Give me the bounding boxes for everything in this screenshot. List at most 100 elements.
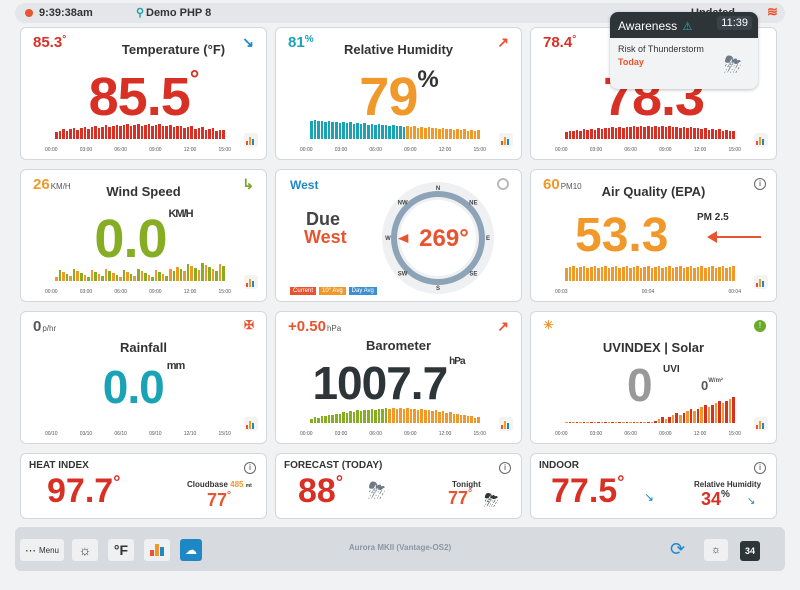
grid-icon: ⋯ — [24, 544, 36, 557]
humidity-title: Relative Humidity — [343, 42, 454, 57]
trend-up-icon: ↗ — [497, 34, 509, 50]
info-icon[interactable]: i — [754, 178, 766, 190]
chart-icon[interactable] — [244, 417, 258, 431]
alert-icon[interactable]: ! — [754, 320, 766, 332]
history-bar — [104, 269, 108, 281]
history-bar — [197, 128, 201, 139]
chart-icon[interactable] — [244, 133, 258, 147]
history-bar — [112, 125, 115, 139]
history-bar — [208, 267, 211, 281]
chart-icon[interactable] — [754, 133, 768, 147]
history-bar — [629, 268, 632, 281]
heat-index-card[interactable]: HEAT INDEX i 97.7° Cloudbase 485 mt 77° — [20, 453, 267, 519]
chart-tick-label: 00:00 — [45, 147, 58, 153]
history-bar — [696, 127, 700, 139]
history-bar — [349, 122, 352, 139]
awareness-popup[interactable]: Awareness ⚠ 11:39 Risk of Thunderstorm T… — [610, 12, 758, 89]
chart-icon[interactable] — [754, 275, 768, 289]
chart-icon[interactable] — [499, 417, 513, 431]
history-bar — [693, 128, 696, 139]
history-bar — [211, 269, 215, 281]
trend-down-icon: ↘ — [644, 490, 655, 504]
wifi-icon[interactable]: ≋ — [767, 4, 778, 19]
history-bar — [639, 268, 643, 281]
history-bar — [459, 130, 463, 139]
light-button[interactable]: ☼ — [704, 539, 728, 561]
info-icon[interactable]: i — [244, 462, 256, 474]
cloud-button[interactable]: ☁ — [180, 539, 202, 561]
history-bar — [374, 124, 377, 139]
wind-direction-card[interactable]: West Due West N NE E SE S SW W NW 269° Current … — [275, 169, 522, 302]
arrow-left-icon — [711, 236, 761, 238]
chart-icon[interactable] — [499, 133, 513, 147]
history-bar — [565, 422, 568, 423]
history-bar — [129, 126, 133, 139]
history-bar — [363, 123, 366, 139]
theme-toggle-button[interactable]: ☼ — [72, 539, 98, 561]
history-bar — [700, 128, 703, 139]
history-bar — [725, 268, 728, 281]
history-bar — [646, 126, 650, 139]
info-icon[interactable]: i — [499, 462, 511, 474]
chart-icon[interactable] — [754, 417, 768, 431]
chart-tick-label: 06:00 — [114, 289, 127, 295]
units-button[interactable]: °F — [108, 539, 134, 561]
info-icon[interactable]: i — [754, 462, 766, 474]
history-bar — [657, 266, 661, 281]
history-bar — [721, 266, 725, 281]
history-bar — [427, 409, 431, 423]
forecast-card[interactable]: FORECAST (TODAY) i 88° ⛈ Tonight 77° ⛈ — [275, 453, 522, 519]
history-bar — [431, 128, 434, 139]
indoor-card[interactable]: INDOOR i 77.5° ↘ Relative Humidity 34% ↘ — [530, 453, 777, 519]
refresh-icon[interactable]: ⟳ — [670, 539, 686, 559]
history-bar — [682, 413, 686, 423]
chart-icon[interactable] — [244, 275, 258, 289]
history-bar — [725, 130, 728, 139]
wind-direction-text: Due West — [304, 209, 347, 247]
history-bar — [69, 276, 72, 281]
history-bar — [650, 268, 654, 281]
history-bar — [101, 276, 104, 281]
history-bar — [589, 422, 593, 423]
chart-tick-label: 00:00 — [300, 147, 313, 153]
history-bar — [614, 266, 618, 281]
settings-icon[interactable] — [497, 178, 509, 190]
station-name: Demo PHP 8 — [146, 7, 212, 19]
rainfall-value: 0.0 mm — [102, 360, 185, 413]
wind-direction-label: West — [290, 178, 319, 192]
history-bar — [179, 269, 183, 281]
history-bar — [204, 129, 208, 139]
temperature-card[interactable]: 85.3° Temperature (°F) ↘ 85.5° 00:00 03:0… — [20, 27, 267, 160]
history-bar — [317, 417, 320, 423]
history-bar — [119, 277, 122, 281]
charts-button[interactable] — [144, 539, 170, 561]
chart-tick-label: 15:00 — [728, 431, 741, 437]
wind-speed-card[interactable]: 26KM/H Wind Speed ↳ 0.0 KM/H 00:00 03:00 06… — [20, 169, 267, 302]
air-quality-card[interactable]: 60PM10 Air Quality (EPA) i 53.3 PM 2.5 0… — [530, 169, 777, 302]
history-bar — [65, 274, 69, 281]
history-bar — [718, 129, 721, 139]
history-bar — [703, 128, 707, 139]
barometer-card[interactable]: +0.50hPa Barometer ↗ 1007.7 hPa 00:00 03:0… — [275, 311, 522, 444]
awareness-title: Awareness — [618, 19, 678, 33]
menu-button[interactable]: ⋯ Menu — [20, 539, 64, 561]
history-bar — [689, 409, 693, 423]
compass-label-s: S — [436, 286, 440, 292]
history-bar — [424, 410, 427, 423]
rainfall-card[interactable]: 0p/hr Rainfall ✠ 0.0 mm 00/10 03/10 06/10 09… — [20, 311, 267, 444]
history-bar — [657, 127, 661, 139]
compass-legend: Current 10° Avg Day Avg — [290, 287, 377, 295]
chart-tick-label: 09:00 — [659, 147, 672, 153]
chart-tick-label: 03:00 — [79, 147, 93, 153]
history-bar — [441, 128, 445, 139]
history-bar — [600, 128, 604, 139]
uv-solar-card[interactable]: ☀ UVINDEX | Solar ! 0 UVI 0W/m² 00:00 03:… — [530, 311, 777, 444]
history-bar — [388, 125, 391, 139]
humidity-card[interactable]: 81% Relative Humidity ↗ 79% 00:00 03:00 06… — [275, 27, 522, 160]
history-bar — [161, 274, 165, 281]
history-bar — [62, 272, 65, 281]
calendar-icon[interactable]: 34 — [740, 541, 760, 561]
awareness-header: Awareness ⚠ 11:39 — [610, 12, 758, 38]
chart-tick-label: 09/10 — [149, 431, 162, 437]
history-bar — [675, 126, 678, 139]
